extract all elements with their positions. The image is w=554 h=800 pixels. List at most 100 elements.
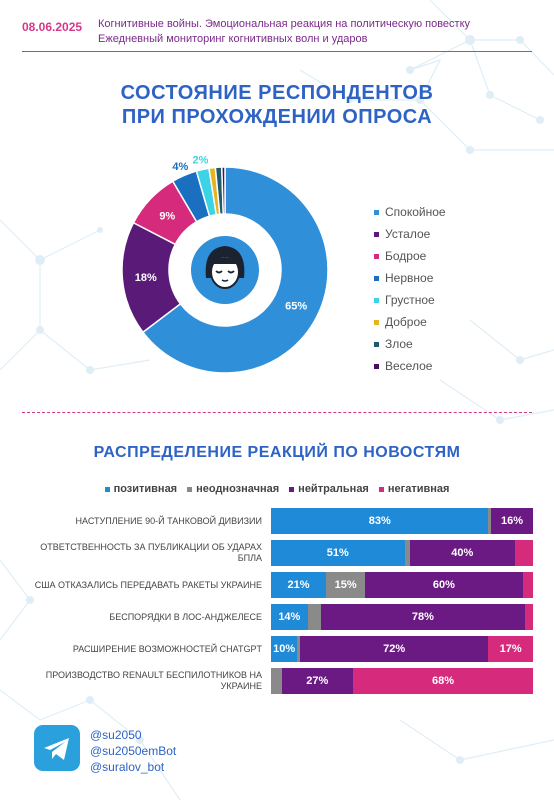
stacked-bar: 10% 72% 17% bbox=[271, 636, 533, 662]
legend-swatch bbox=[374, 341, 379, 347]
stacked-bar: 51% 40% bbox=[271, 540, 533, 566]
bar-segment-позитивная: 10% bbox=[271, 636, 298, 662]
bar-segment-неоднозначная bbox=[297, 636, 300, 662]
legend-label: Спокойное bbox=[385, 205, 446, 219]
telegram-icon[interactable] bbox=[34, 725, 80, 771]
bar-row: США ОТКАЗАЛИСЬ ПЕРЕДАВАТЬ РАКЕТЫ УКРАИНЕ… bbox=[0, 572, 554, 598]
header-title: Когнитивные войны. Эмоциональная реакция… bbox=[98, 18, 471, 30]
legend-label: неоднозначная bbox=[196, 483, 280, 495]
bar-segment-неоднозначная bbox=[307, 604, 321, 630]
donut-legend-item: Бодрое bbox=[374, 245, 446, 267]
legend-swatch bbox=[374, 363, 379, 369]
donut-legend-item: Доброе bbox=[374, 311, 446, 333]
donut-legend-item: Веселое bbox=[374, 355, 446, 377]
legend-label: Веселое bbox=[385, 359, 433, 373]
bar-segment-нейтральная: 27% bbox=[281, 668, 354, 694]
stacked-bar: 14% 78% bbox=[271, 604, 533, 630]
bars-legend-item: позитивная bbox=[104, 483, 178, 495]
donut-legend: Спокойное Усталое Бодрое Нервное Грустное Доб… bbox=[374, 201, 446, 377]
bar-segment-нейтральная: 78% bbox=[320, 604, 526, 630]
bar-category-label: НАСТУПЛЕНИЕ 90-Й ТАНКОВОЙ ДИВИЗИИ bbox=[75, 515, 262, 526]
bar-segment-нейтральная: 60% bbox=[365, 572, 523, 598]
header-date: 08.06.2025 bbox=[22, 20, 83, 34]
donut-label-1: 65% bbox=[285, 300, 307, 312]
bar-segment-неоднозначная bbox=[488, 508, 492, 534]
bar-row: НАСТУПЛЕНИЕ 90-Й ТАНКОВОЙ ДИВИЗИИ 83% 16% bbox=[0, 508, 554, 534]
bar-category-label: ОТВЕТСТВЕННОСТЬ ЗА ПУБЛИКАЦИИ ОБ УДАРАХ … bbox=[40, 542, 262, 563]
donut-legend-item: Грустное bbox=[374, 289, 446, 311]
bars-legend-item: негативная bbox=[378, 483, 450, 495]
legend-label: Доброе bbox=[385, 315, 427, 329]
bar-segment-негативная bbox=[514, 540, 533, 566]
legend-swatch bbox=[378, 486, 384, 492]
bars-legend-item: неоднозначная bbox=[187, 483, 279, 495]
bar-segment-позитивная: 21% bbox=[271, 572, 327, 598]
donut-label-5: 2% bbox=[193, 155, 209, 167]
bar-segment-неоднозначная bbox=[271, 668, 282, 694]
stacked-bar: 21% 15% 60% bbox=[271, 572, 533, 598]
bar-segment-нейтральная: 16% bbox=[491, 508, 533, 534]
contact-handle[interactable]: @su2050emBot bbox=[90, 744, 177, 758]
legend-label: Грустное bbox=[385, 293, 435, 307]
stacked-bar: 27% 68% bbox=[271, 668, 533, 694]
bar-segment-нейтральная: 40% bbox=[409, 540, 515, 566]
legend-swatch bbox=[374, 209, 379, 215]
donut-chart: 65% 18% 9% 4% 2% bbox=[121, 155, 329, 374]
donut-label-3: 9% bbox=[159, 210, 175, 222]
contact-handle[interactable]: @su2050 bbox=[90, 728, 142, 742]
bar-segment-позитивная: 14% bbox=[271, 604, 308, 630]
bar-category-label: РАСШИРЕНИЕ ВОЗМОЖНОСТЕЙ CHATGPT bbox=[72, 643, 262, 654]
legend-label: позитивная bbox=[113, 483, 178, 495]
legend-swatch bbox=[374, 297, 379, 303]
legend-label: Усталое bbox=[385, 227, 431, 241]
legend-swatch bbox=[374, 231, 379, 237]
bar-row: ПРОИЗВОДСТВО RENAULT БЕСПИЛОТНИКОВ НА УК… bbox=[0, 668, 554, 694]
donut-legend-item: Нервное bbox=[374, 267, 446, 289]
bar-row: ОТВЕТСТВЕННОСТЬ ЗА ПУБЛИКАЦИИ ОБ УДАРАХ … bbox=[0, 540, 554, 566]
bar-segment-негативная: 68% bbox=[353, 668, 533, 694]
bar-segment-нейтральная: 72% bbox=[299, 636, 489, 662]
header-subtitle: Ежедневный мониторинг когнитивных волн и… bbox=[98, 33, 368, 45]
legend-swatch bbox=[374, 275, 379, 281]
bars-legend: позитивная неоднозначная нейтральная негати… bbox=[0, 483, 554, 495]
donut-label-4: 4% bbox=[172, 161, 188, 173]
header-divider bbox=[22, 51, 532, 52]
bar-category-label: БЕСПОРЯДКИ В ЛОС-АНДЖЕЛЕСЕ bbox=[109, 611, 262, 622]
contact-handle[interactable]: @suralov_bot bbox=[90, 760, 165, 774]
donut-legend-item: Злое bbox=[374, 333, 446, 355]
bar-category-label: ПРОИЗВОДСТВО RENAULT БЕСПИЛОТНИКОВ НА УК… bbox=[45, 670, 262, 691]
contact-handles: @su2050 @su2050emBot @suralov_bot bbox=[90, 727, 176, 775]
calm-face-icon bbox=[191, 236, 259, 304]
donut-title-line1: СОСТОЯНИЕ РЕСПОНДЕНТОВ bbox=[120, 82, 434, 104]
bar-segment-неоднозначная bbox=[404, 540, 410, 566]
bar-category-label: США ОТКАЗАЛИСЬ ПЕРЕДАВАТЬ РАКЕТЫ УКРАИНЕ bbox=[34, 579, 262, 590]
donut-slice-8 bbox=[221, 166, 226, 215]
legend-label: негативная bbox=[387, 483, 450, 495]
bar-row: РАСШИРЕНИЕ ВОЗМОЖНОСТЕЙ CHATGPT 10% 72% 17% bbox=[0, 636, 554, 662]
section-divider bbox=[22, 412, 532, 413]
donut-legend-item: Усталое bbox=[374, 223, 446, 245]
legend-swatch bbox=[289, 486, 295, 492]
legend-swatch bbox=[187, 486, 193, 492]
legend-swatch bbox=[374, 319, 379, 325]
bar-segment-негативная bbox=[522, 572, 533, 598]
legend-label: Злое bbox=[385, 337, 413, 351]
bar-segment-негативная bbox=[525, 604, 533, 630]
donut-slice-1 bbox=[141, 166, 329, 374]
bar-row: БЕСПОРЯДКИ В ЛОС-АНДЖЕЛЕСЕ 14% 78% bbox=[0, 604, 554, 630]
legend-swatch bbox=[374, 253, 379, 259]
legend-label: Нервное bbox=[385, 271, 434, 285]
page-header: 08.06.2025 Когнитивные войны. Эмоциональ… bbox=[0, 0, 554, 56]
bar-segment-позитивная: 83% bbox=[271, 508, 489, 534]
donut-legend-item: Спокойное bbox=[374, 201, 446, 223]
bar-segment-неоднозначная: 15% bbox=[326, 572, 366, 598]
donut-title-line2: ПРИ ПРОХОЖДЕНИИ ОПРОСА bbox=[121, 106, 433, 128]
bars-title: РАСПРЕДЕЛЕНИЕ РЕАКЦИЙ ПО НОВОСТЯМ bbox=[93, 444, 461, 461]
legend-label: Бодрое bbox=[385, 249, 427, 263]
bar-segment-позитивная: 51% bbox=[271, 540, 405, 566]
stacked-bar: 83% 16% bbox=[271, 508, 533, 534]
donut-label-2: 18% bbox=[135, 272, 157, 284]
legend-swatch bbox=[104, 486, 110, 492]
legend-label: нейтральная bbox=[298, 483, 369, 495]
